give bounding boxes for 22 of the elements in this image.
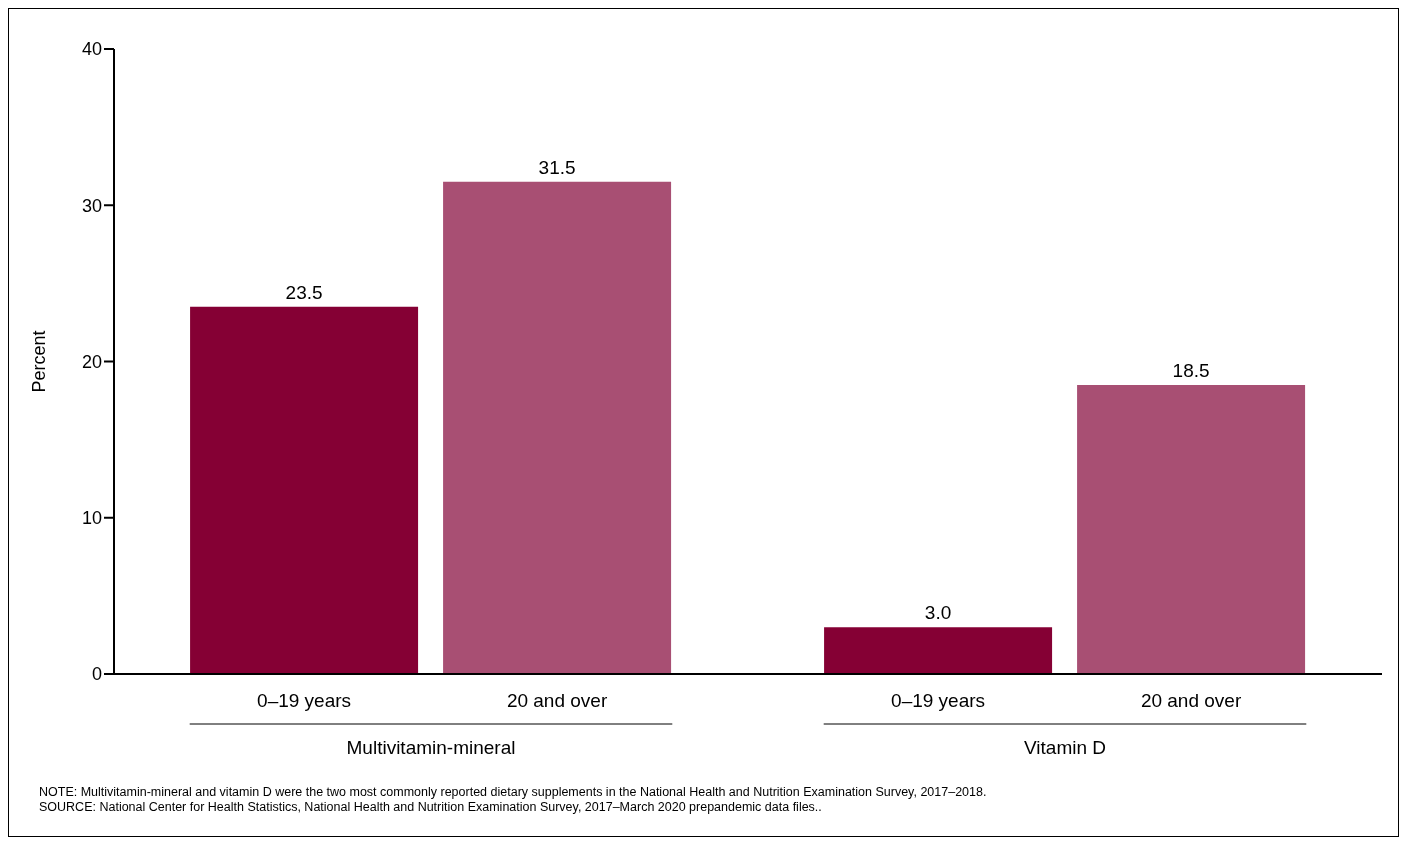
data-label: 18.5 — [1172, 359, 1210, 381]
bar — [1077, 384, 1306, 674]
data-label: 31.5 — [538, 156, 576, 178]
series-label: 0–19 years — [257, 690, 352, 711]
y-tick-label: 30 — [81, 195, 102, 216]
source-note: SOURCE: National Center for Health Statistics, National Health and Nutrition Examination Survey, 2017–March 2020 prepandemic data files.. — [39, 800, 823, 815]
y-tick-label: 20 — [81, 351, 102, 372]
series-label: 20 and over — [506, 690, 608, 711]
y-tick-label: 0 — [91, 664, 102, 685]
y-axis-title: Percent — [29, 330, 50, 393]
y-tick-label: 40 — [81, 39, 102, 60]
text: NOTE: Multivitamin-mineral and vitamin D were the two most commonly reported dietary supplements in the National Health and Nutrition Examination Survey, 2017–2018. — [39, 785, 987, 800]
text: 0–19 years — [891, 690, 986, 711]
bar — [190, 306, 419, 674]
data-label: 3.0 — [924, 602, 952, 624]
text: 20 and over — [1140, 690, 1242, 711]
x-tick-label: Vitamin D — [1023, 737, 1107, 758]
y-tick-label: 10 — [81, 508, 102, 529]
data-label: 23.5 — [285, 281, 323, 303]
x-tick-label: Multivitamin-mineral — [346, 737, 516, 758]
bar — [824, 627, 1053, 674]
bar — [443, 181, 672, 674]
